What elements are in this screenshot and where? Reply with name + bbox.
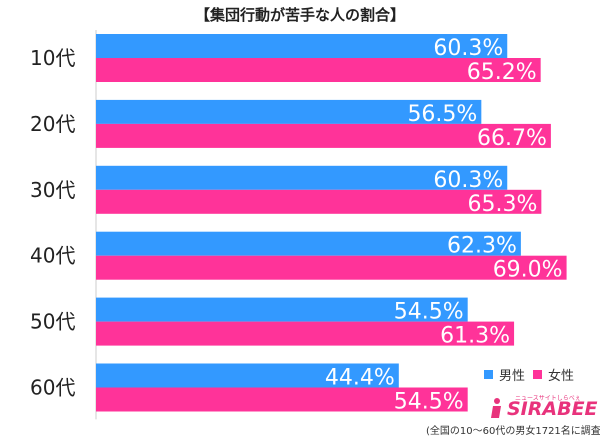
data-label: 65.3% — [467, 192, 537, 217]
category-label: 60代 — [30, 376, 75, 400]
data-label: 60.3% — [433, 168, 503, 193]
bar-female — [96, 387, 468, 412]
data-label: 44.4% — [325, 366, 395, 391]
category-label: 20代 — [30, 112, 75, 136]
bar-male — [96, 231, 521, 256]
data-label: 69.0% — [493, 258, 563, 283]
data-label: 60.3% — [433, 36, 503, 61]
legend-swatch-female — [533, 370, 543, 379]
category-label: 30代 — [30, 178, 75, 202]
data-label: 61.3% — [440, 324, 510, 349]
data-label: 66.7% — [477, 126, 547, 151]
bar-female — [96, 321, 515, 346]
bar-male — [96, 99, 482, 124]
legend-swatch-male — [484, 370, 493, 379]
chart-title: 【集団行動が苦手な人の割合】 — [194, 6, 405, 24]
bar-female — [96, 189, 542, 214]
logo-tagline: ニュースサイトしらべぇ — [515, 395, 581, 402]
footnote: (全国の10～60代の男女1721名に調査) — [426, 426, 600, 437]
bar-female — [96, 58, 541, 82]
bar-female — [96, 255, 567, 280]
bar-male — [96, 165, 508, 190]
bar-male — [96, 34, 508, 58]
data-label: 54.5% — [394, 390, 464, 415]
category-label: 40代 — [30, 244, 75, 268]
legend-label-male: 男性 — [499, 369, 526, 384]
bar-female — [96, 123, 551, 148]
data-label: 65.2% — [467, 60, 537, 85]
category-label: 50代 — [30, 310, 75, 334]
logo-i-icon — [491, 398, 501, 418]
bar-male — [96, 363, 399, 388]
logo-wordmark: SIRABEE — [507, 398, 598, 420]
data-label: 62.3% — [447, 234, 517, 259]
legend-label-female: 女性 — [548, 369, 575, 384]
data-label: 54.5% — [394, 300, 464, 325]
data-label: 56.5% — [407, 102, 477, 127]
category-label: 10代 — [30, 46, 75, 70]
bar-male — [96, 297, 468, 322]
legend: 男性 女性 — [484, 365, 574, 384]
